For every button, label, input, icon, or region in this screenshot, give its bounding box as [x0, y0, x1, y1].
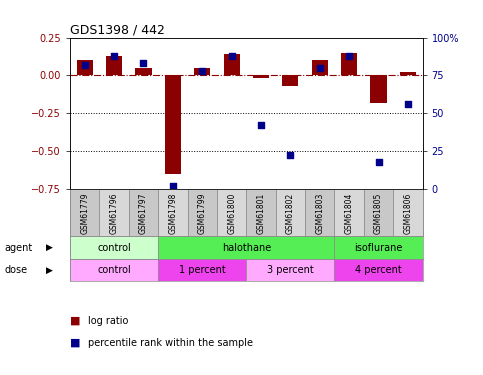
Bar — [158, 189, 187, 236]
Bar — [246, 259, 334, 281]
Text: ▶: ▶ — [46, 266, 53, 274]
Point — [140, 60, 147, 66]
Bar — [334, 236, 423, 259]
Bar — [246, 189, 276, 236]
Text: 4 percent: 4 percent — [355, 265, 402, 275]
Bar — [224, 54, 240, 75]
Text: GSM61802: GSM61802 — [286, 193, 295, 234]
Text: halothane: halothane — [222, 243, 271, 252]
Text: GSM61805: GSM61805 — [374, 193, 383, 234]
Point — [375, 159, 383, 165]
Bar — [158, 236, 335, 259]
Text: GSM61804: GSM61804 — [345, 193, 354, 234]
Bar — [165, 75, 181, 174]
Text: GSM61798: GSM61798 — [169, 193, 177, 234]
Bar — [194, 68, 210, 75]
Bar — [70, 236, 158, 259]
Bar — [77, 60, 93, 75]
Text: control: control — [97, 243, 131, 252]
Text: ■: ■ — [70, 338, 81, 348]
Bar — [129, 189, 158, 236]
Text: 3 percent: 3 percent — [267, 265, 314, 275]
Bar — [158, 259, 246, 281]
Point — [110, 53, 118, 58]
Bar — [283, 75, 298, 86]
Point — [81, 62, 88, 68]
Bar — [276, 189, 305, 236]
Bar — [341, 53, 357, 75]
Text: GSM61803: GSM61803 — [315, 193, 324, 234]
Bar — [99, 189, 129, 236]
Point — [345, 53, 353, 58]
Text: log ratio: log ratio — [88, 316, 129, 326]
Text: GSM61801: GSM61801 — [256, 193, 266, 234]
Bar — [364, 189, 393, 236]
Bar — [187, 189, 217, 236]
Text: GSM61799: GSM61799 — [198, 193, 207, 234]
Text: GSM61806: GSM61806 — [403, 193, 412, 234]
Point — [316, 65, 324, 71]
Text: isoflurane: isoflurane — [355, 243, 403, 252]
Point — [228, 53, 236, 58]
Point — [199, 68, 206, 74]
Bar — [70, 189, 99, 236]
Text: GSM61779: GSM61779 — [80, 193, 89, 234]
Text: percentile rank within the sample: percentile rank within the sample — [88, 338, 254, 348]
Text: GSM61800: GSM61800 — [227, 193, 236, 234]
Bar — [106, 56, 122, 75]
Point — [404, 101, 412, 107]
Text: GDS1398 / 442: GDS1398 / 442 — [70, 23, 165, 36]
Bar — [393, 189, 423, 236]
Bar — [70, 259, 158, 281]
Text: agent: agent — [5, 243, 33, 252]
Point — [257, 122, 265, 128]
Bar — [334, 259, 423, 281]
Bar — [400, 72, 416, 75]
Bar — [370, 75, 386, 102]
Bar — [217, 189, 246, 236]
Text: ■: ■ — [70, 316, 81, 326]
Text: control: control — [97, 265, 131, 275]
Text: GSM61797: GSM61797 — [139, 193, 148, 234]
Bar — [334, 189, 364, 236]
Text: dose: dose — [5, 265, 28, 275]
Bar — [253, 75, 269, 78]
Text: 1 percent: 1 percent — [179, 265, 226, 275]
Point — [286, 153, 294, 159]
Bar — [312, 60, 328, 75]
Point — [169, 183, 177, 189]
Bar — [135, 68, 152, 75]
Text: ▶: ▶ — [46, 243, 53, 252]
Bar — [305, 189, 335, 236]
Text: GSM61796: GSM61796 — [110, 193, 119, 234]
